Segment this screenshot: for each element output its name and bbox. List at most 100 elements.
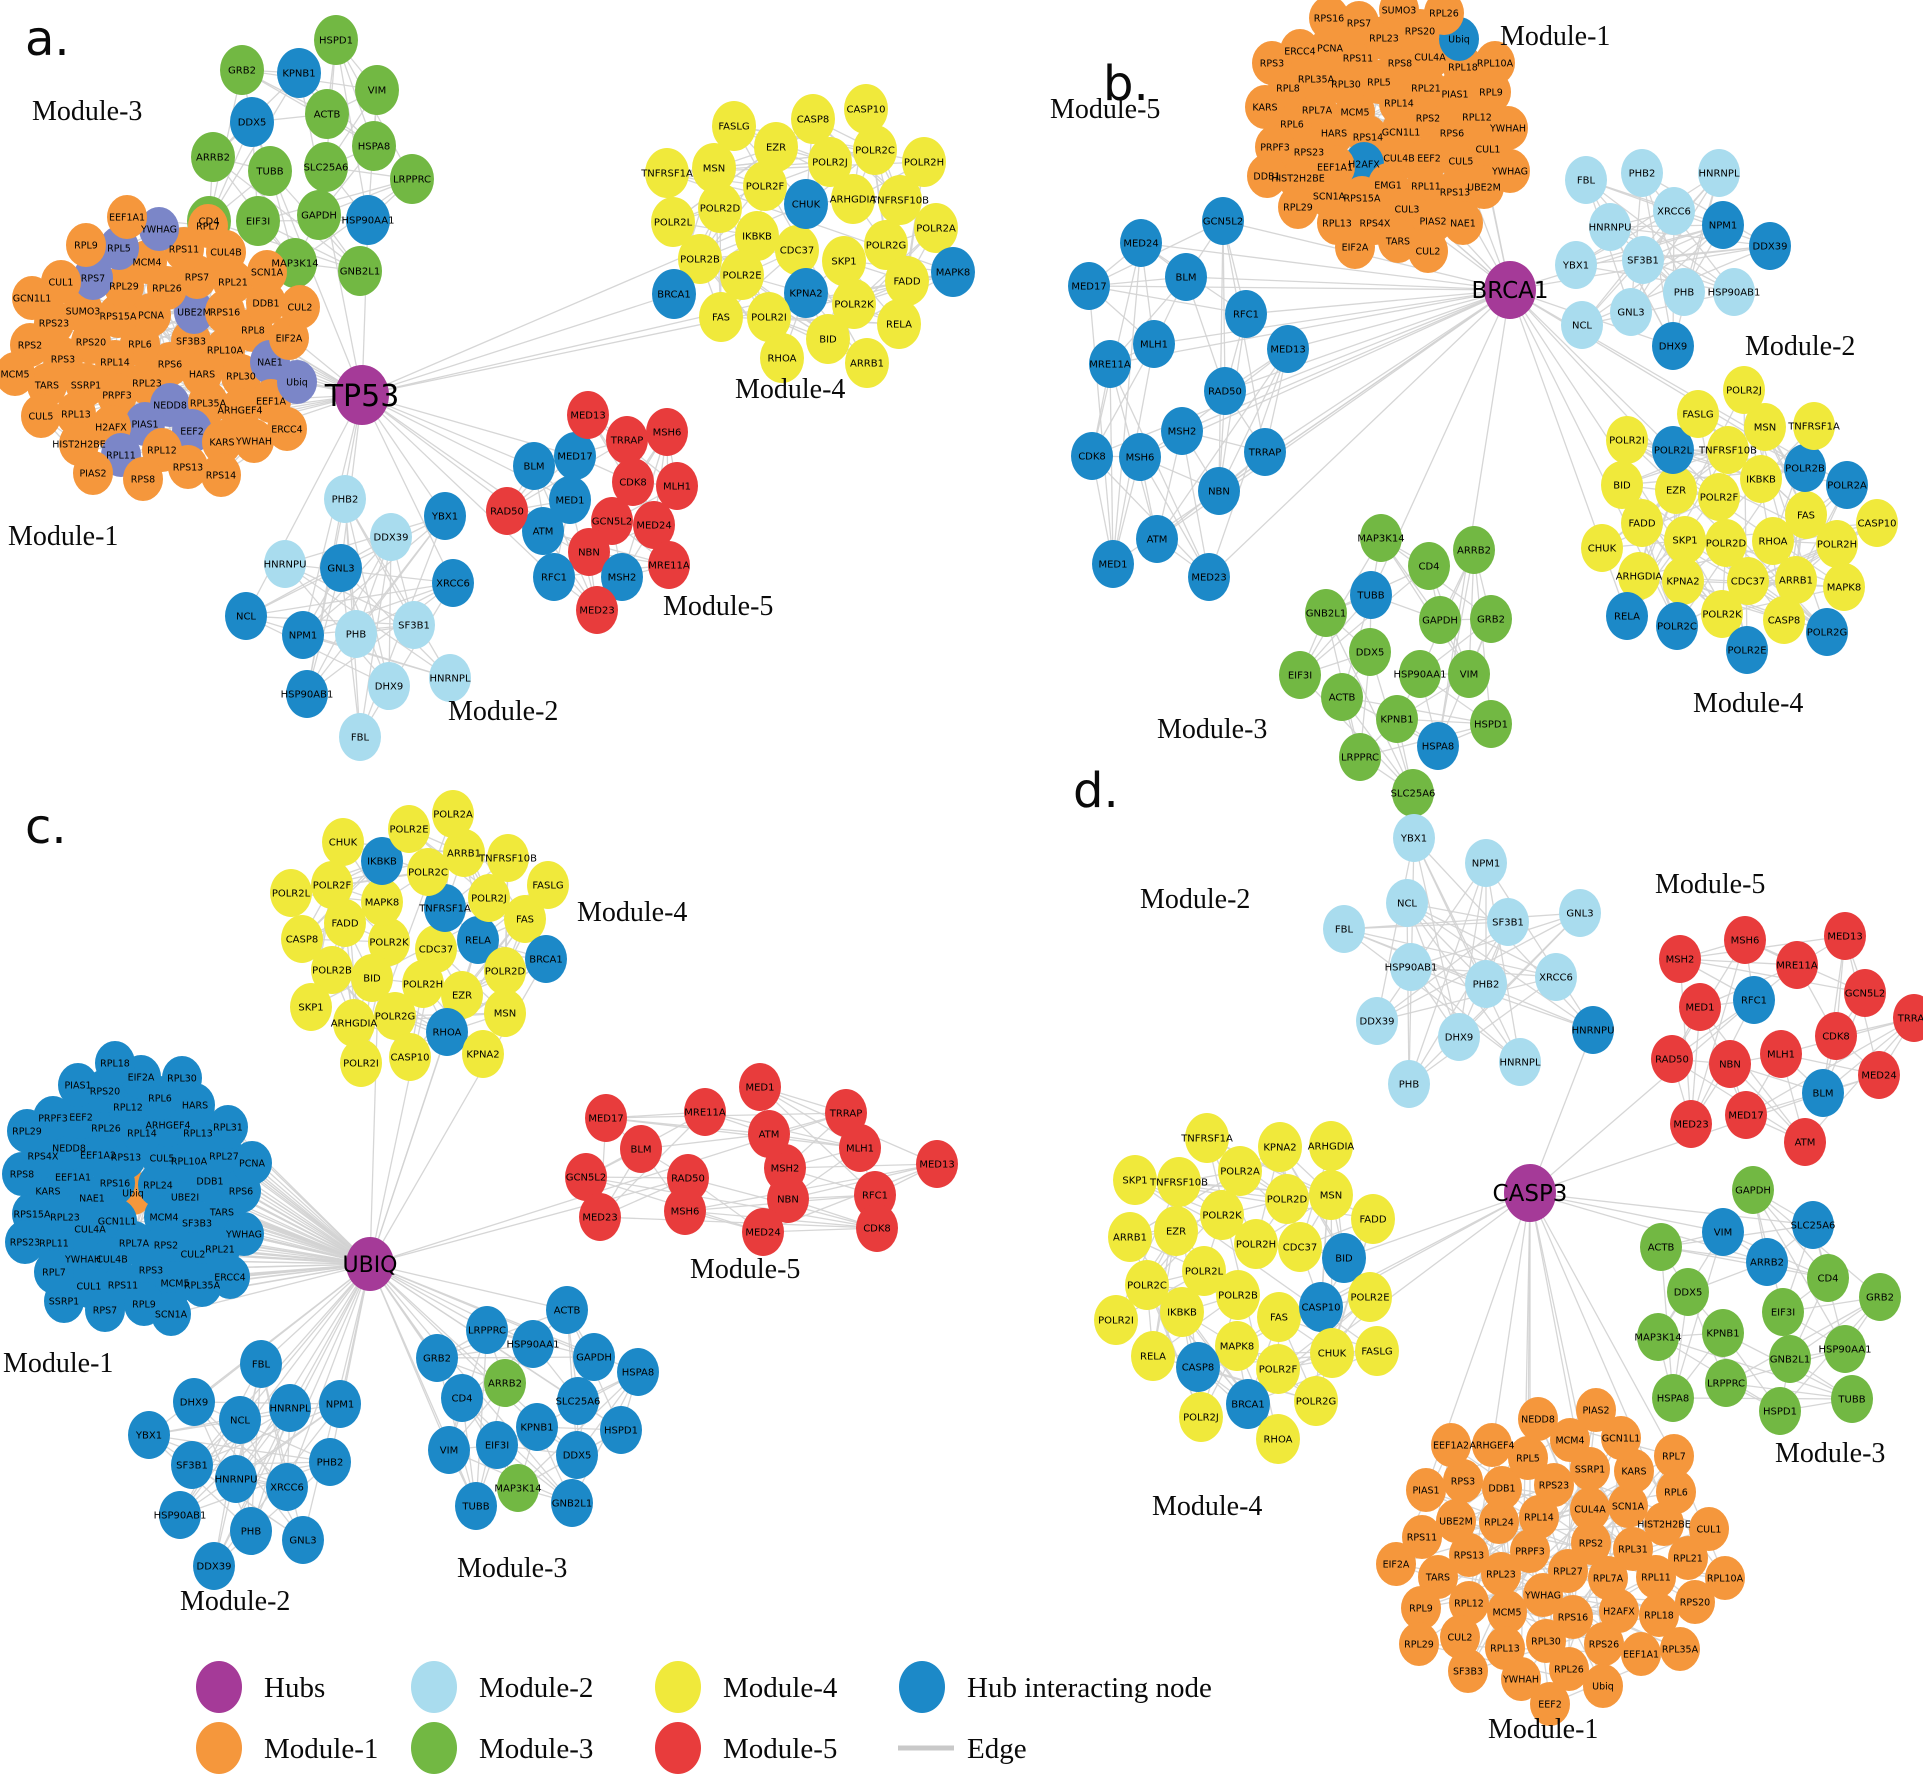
node-TRRAP[interactable] <box>1244 428 1286 476</box>
node-RPS13[interactable] <box>168 445 208 489</box>
node-Ubiq[interactable] <box>1583 1664 1623 1708</box>
node-POLR2C[interactable] <box>853 125 897 175</box>
node-SUMO3[interactable] <box>1379 0 1419 32</box>
node-HSPA8[interactable] <box>617 1348 659 1396</box>
node-PIAS1[interactable] <box>1406 1468 1446 1512</box>
node-MED24[interactable] <box>742 1208 784 1256</box>
node-CHUK[interactable] <box>322 818 364 866</box>
node-RPL23[interactable] <box>1481 1552 1521 1596</box>
node-LRPPRC[interactable] <box>1705 1359 1747 1407</box>
node-FASLG[interactable] <box>527 861 569 909</box>
node-CD4[interactable] <box>1807 1254 1849 1302</box>
node-VIM[interactable] <box>355 65 399 115</box>
node-SCN1A[interactable] <box>1608 1484 1648 1528</box>
node-POLR2J[interactable] <box>1179 1392 1223 1442</box>
node-GRB2[interactable] <box>416 1334 458 1382</box>
node-IKBKB[interactable] <box>735 211 779 261</box>
node-KPNB1[interactable] <box>1702 1309 1744 1357</box>
node-TNFRSF10B[interactable] <box>878 175 922 225</box>
node-VIM[interactable] <box>1448 650 1490 698</box>
node-BID[interactable] <box>351 954 393 1002</box>
node-CASP10[interactable] <box>1299 1282 1343 1332</box>
node-EIF3I[interactable] <box>236 196 280 246</box>
node-CASP8[interactable] <box>1763 596 1805 644</box>
node-RPS8[interactable] <box>123 457 163 501</box>
node-POLR2D[interactable] <box>1265 1174 1309 1224</box>
node-POLR2G[interactable] <box>864 220 908 270</box>
node-RELA[interactable] <box>1606 592 1648 640</box>
node-POLR2A[interactable] <box>914 203 958 253</box>
node-MED24[interactable] <box>633 501 675 549</box>
node-KPNA2[interactable] <box>1662 557 1704 605</box>
node-POLR2H[interactable] <box>402 960 444 1008</box>
node-MSH2[interactable] <box>1659 935 1701 983</box>
node-RPS7[interactable] <box>73 256 113 300</box>
node-EZR[interactable] <box>1154 1206 1198 1256</box>
node-MED17[interactable] <box>1725 1091 1767 1139</box>
node-DHX9[interactable] <box>173 1378 215 1426</box>
node-CD4[interactable] <box>441 1374 483 1422</box>
node-GNB2L1[interactable] <box>1305 589 1347 637</box>
node-RPL18[interactable] <box>1639 1593 1679 1637</box>
node-POLR2B[interactable] <box>1784 444 1826 492</box>
node-CUL1[interactable] <box>1689 1507 1729 1551</box>
node-HNRNPL[interactable] <box>269 1384 311 1432</box>
node-POLR2E[interactable] <box>1726 626 1768 674</box>
node-NCL[interactable] <box>219 1396 261 1444</box>
node-KPNA2[interactable] <box>462 1030 504 1078</box>
node-TRRAP[interactable] <box>825 1089 867 1137</box>
node-GCN5L2[interactable] <box>1202 197 1244 245</box>
node-EEF1A1[interactable] <box>1621 1632 1661 1676</box>
node-NPM1[interactable] <box>282 611 324 659</box>
node-MED13[interactable] <box>1824 912 1866 960</box>
node-PIAS2[interactable] <box>73 451 113 495</box>
node-POLR2C[interactable] <box>407 848 449 896</box>
node-GNL3[interactable] <box>282 1516 324 1564</box>
node-HSP90AA1[interactable] <box>1824 1325 1866 1373</box>
node-TARS[interactable] <box>1378 219 1418 263</box>
node-MSN[interactable] <box>484 989 526 1037</box>
node-PIAS2[interactable] <box>1576 1388 1616 1432</box>
node-HSPA8[interactable] <box>1417 722 1459 770</box>
node-CHUK[interactable] <box>1581 524 1623 572</box>
node-TNFRSF1A[interactable] <box>1185 1113 1229 1163</box>
node-RPL24[interactable] <box>1479 1500 1519 1544</box>
node-MED13[interactable] <box>916 1140 958 1188</box>
node-FADD[interactable] <box>1621 499 1663 547</box>
node-HSPD1[interactable] <box>600 1406 642 1454</box>
node-GCN1L1[interactable] <box>12 276 52 320</box>
node-RPL10A[interactable] <box>1705 1556 1745 1600</box>
node-NBN[interactable] <box>1198 467 1240 515</box>
hub-node-CASP3[interactable] <box>1504 1164 1556 1222</box>
node-FASLG[interactable] <box>712 101 756 151</box>
node-RPL30[interactable] <box>1526 1619 1566 1663</box>
node-MAPK8[interactable] <box>361 878 403 926</box>
node-HSP90AA1[interactable] <box>1399 650 1441 698</box>
node-IKBKB[interactable] <box>1740 455 1782 503</box>
node-POLR2B[interactable] <box>1216 1270 1260 1320</box>
node-TNFRSF10B[interactable] <box>1157 1157 1201 1207</box>
node-CASP10[interactable] <box>1856 499 1898 547</box>
node-NBN[interactable] <box>767 1175 809 1223</box>
node-EIF2A[interactable] <box>1335 225 1375 269</box>
node-CDK8[interactable] <box>1071 432 1113 480</box>
node-POLR2F[interactable] <box>743 161 787 211</box>
node-MSN[interactable] <box>1309 1170 1353 1220</box>
node-DHX9[interactable] <box>1652 322 1694 370</box>
node-NPM1[interactable] <box>319 1380 361 1428</box>
node-MLH1[interactable] <box>1760 1030 1802 1078</box>
node-ATM[interactable] <box>1784 1118 1826 1166</box>
node-KPNB1[interactable] <box>516 1403 558 1451</box>
node-CASP8[interactable] <box>1176 1342 1220 1392</box>
node-EEF1A2[interactable] <box>1431 1423 1471 1467</box>
node-RPL26[interactable] <box>1424 0 1464 35</box>
node-SLC25A6[interactable] <box>1392 769 1434 817</box>
node-HSPA8[interactable] <box>352 121 396 171</box>
node-MSH6[interactable] <box>664 1187 706 1235</box>
node-DHX9[interactable] <box>368 662 410 710</box>
node-KPNA2[interactable] <box>784 268 828 318</box>
node-MLH1[interactable] <box>1133 320 1175 368</box>
node-FADD[interactable] <box>1351 1194 1395 1244</box>
node-ARRB1[interactable] <box>1775 556 1817 604</box>
node-POLR2A[interactable] <box>1826 461 1868 509</box>
